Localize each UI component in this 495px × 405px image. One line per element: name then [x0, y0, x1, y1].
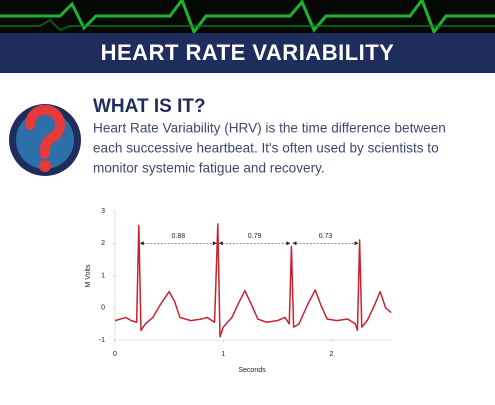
arrow-head	[139, 241, 144, 246]
body-text: Heart Rate Variability (HRV) is the time…	[93, 121, 446, 136]
y-tick-label: 0	[101, 305, 105, 312]
y-axis-label: M Volts	[85, 264, 92, 287]
ecg-trace	[114, 223, 392, 338]
banner-ecg-line	[0, 0, 495, 36]
icon-question-hook	[24, 104, 65, 159]
y-tick-label: 3	[101, 208, 105, 215]
arrow-head	[218, 241, 223, 246]
body-text: monitor systemic fatigue and recovery.	[93, 161, 325, 176]
section-heading: WHAT IS IT?	[93, 96, 206, 117]
x-tick-label: 1	[221, 351, 225, 358]
interval-label: 0.88	[172, 233, 186, 240]
question-icon	[9, 104, 81, 176]
arrow-head	[212, 241, 217, 246]
title-bar	[0, 33, 495, 73]
arrow-head	[354, 241, 359, 246]
arrow-head	[286, 241, 291, 246]
x-axis-label: Seconds	[238, 367, 266, 374]
ecg-chart: Seconds M Volts -1 0 1 2 3 0 1 2 0.88 0.79 0.73	[85, 208, 392, 374]
banner-ecg-line	[0, 18, 495, 32]
y-tick-label: 1	[101, 272, 105, 279]
x-tick-label: 0	[113, 351, 117, 358]
body-text: each successive heartbeat. It's often us…	[93, 141, 439, 156]
arrow-head	[292, 241, 297, 246]
interval-label: 0.79	[248, 233, 262, 240]
y-tick-label: 2	[101, 240, 105, 247]
y-tick-label: -1	[99, 337, 105, 344]
x-tick-label: 2	[330, 351, 334, 358]
interval-label: 0.73	[319, 233, 333, 240]
page-title: HEART RATE VARIABILITY	[101, 40, 395, 65]
icon-question-dot	[39, 160, 51, 172]
